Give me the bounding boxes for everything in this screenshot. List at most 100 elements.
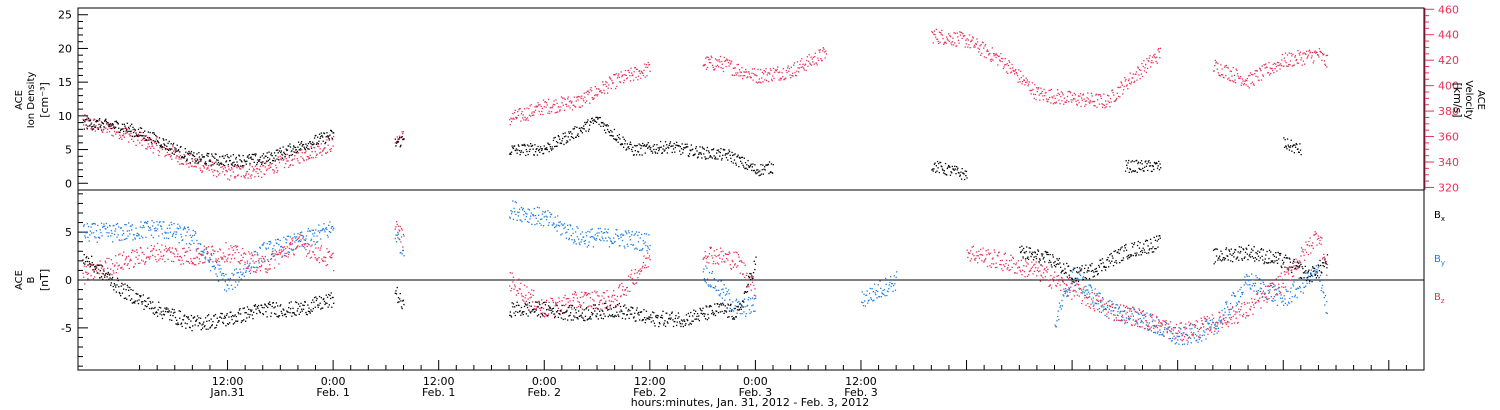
velocity-series-point [515, 118, 518, 120]
by-series-point [616, 234, 619, 237]
by-series-point [297, 241, 300, 243]
bz-series-point [986, 254, 988, 256]
density-series-point [756, 172, 758, 174]
by-series-point [1186, 334, 1188, 336]
velocity-series-point [217, 171, 219, 173]
velocity-series-point [1273, 72, 1275, 74]
bz-series-point [281, 246, 284, 248]
velocity-series-point [189, 163, 191, 165]
velocity-series-point [1085, 100, 1088, 102]
bz-series-point [1135, 320, 1138, 322]
velocity-series-point [1214, 65, 1216, 67]
velocity-series-point [522, 117, 524, 119]
bz-series-point [1054, 279, 1056, 281]
density-series-point [560, 142, 563, 145]
bz-series-point [121, 254, 124, 257]
density-series-point [183, 157, 185, 159]
velocity-series-point [271, 162, 273, 165]
velocity-series-point [1059, 102, 1061, 105]
by-series-point [297, 233, 299, 235]
bz-series-point [293, 253, 295, 255]
bz-series-point [1094, 302, 1096, 304]
density-series-point [943, 172, 945, 174]
velocity-series-point [1003, 66, 1005, 68]
bz-series-point [601, 295, 603, 297]
density-series-point [231, 164, 233, 166]
density-series-point [149, 131, 151, 134]
bz-series-point [1172, 332, 1174, 335]
velocity-series-point [512, 112, 514, 115]
by-series-point [92, 232, 95, 234]
density-series-point [230, 163, 233, 165]
bz-series-point [1179, 322, 1181, 324]
bz-series-point [195, 250, 197, 252]
bz-series-point [148, 256, 150, 259]
by-series-point [124, 238, 127, 240]
density-series-point [1145, 160, 1147, 162]
by-series-point [559, 221, 561, 223]
by-series-point [254, 266, 256, 269]
density-series-point [147, 136, 149, 139]
velocity-series-point [737, 63, 739, 66]
by-series-point [86, 223, 88, 225]
velocity-series-point [594, 94, 596, 97]
by-series-point [1103, 306, 1105, 308]
density-series-point [708, 152, 710, 154]
density-series-point [105, 120, 108, 123]
by-series-point [227, 278, 229, 280]
density-series-point [553, 137, 555, 139]
bz-series-point [237, 261, 239, 263]
velocity-series-point [999, 59, 1001, 61]
velocity-series-point [540, 105, 542, 108]
velocity-series-point [575, 100, 577, 102]
density-series-point [265, 160, 268, 162]
by-series-point [635, 247, 637, 249]
velocity-series-point [530, 103, 532, 106]
bz-series-point [161, 258, 164, 260]
top-right-tick-label: 440 [1438, 29, 1459, 42]
by-series-point [209, 270, 212, 272]
bz-series-point [617, 304, 619, 306]
by-series-point [723, 284, 725, 286]
bz-series-point [1055, 284, 1057, 287]
velocity-series-point [259, 169, 261, 171]
velocity-series-point [724, 59, 727, 62]
velocity-series-point [770, 69, 772, 72]
bz-series-point [585, 292, 587, 294]
by-series-point [638, 231, 640, 233]
bz-series-point [1058, 278, 1061, 281]
bz-series-point [619, 296, 622, 298]
by-series-point [198, 252, 201, 255]
velocity-series-point [1217, 72, 1220, 74]
velocity-series-point [788, 67, 791, 70]
velocity-series-point [821, 60, 823, 62]
bz-series-point [1280, 291, 1282, 293]
by-series-point [864, 300, 866, 302]
velocity-series-point [611, 79, 613, 82]
velocity-series-point [807, 65, 809, 67]
density-series-point [328, 138, 330, 140]
velocity-series-point [1106, 94, 1109, 96]
density-series-point [633, 154, 635, 156]
velocity-series-point [123, 133, 125, 135]
by-series-point [509, 216, 511, 218]
density-series-point [740, 160, 742, 162]
by-series-point [603, 240, 605, 242]
density-series-point [199, 158, 201, 160]
by-series-point [95, 230, 98, 232]
by-series-point [591, 235, 593, 238]
bz-series-point [641, 267, 643, 269]
density-series-point [649, 148, 651, 150]
bz-series-point [517, 290, 519, 292]
by-series-point [315, 229, 317, 231]
velocity-series-point [1089, 99, 1091, 102]
velocity-series-point [84, 114, 86, 116]
by-series-point [172, 232, 175, 235]
by-series-point [729, 299, 731, 301]
by-series-point [1188, 324, 1191, 327]
velocity-series-point [331, 139, 334, 141]
density-series-point [562, 137, 564, 140]
velocity-series-point [746, 77, 748, 79]
by-series-point [1058, 302, 1061, 304]
velocity-series-point [1108, 101, 1110, 103]
